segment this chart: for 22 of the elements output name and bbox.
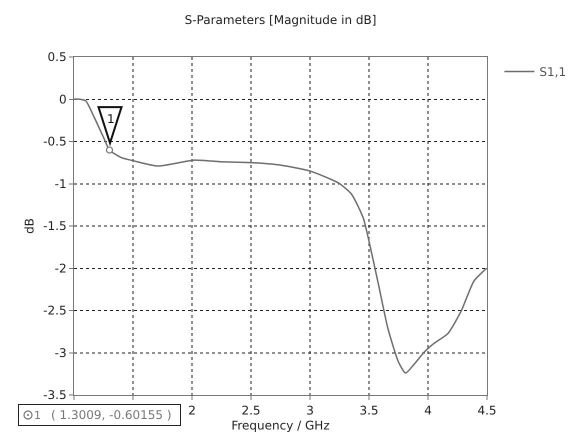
y-tick-label: 0	[58, 92, 67, 106]
x-tick-label: 4.5	[477, 403, 497, 418]
annotation: 1	[107, 112, 115, 126]
y-tick-label: -1	[54, 176, 67, 191]
x-axis-title: Frequency / GHz	[231, 418, 330, 432]
legend-label: S1,1	[539, 65, 566, 80]
y-tick-label: -3.5	[43, 388, 67, 402]
y-axis-title: dB	[22, 218, 36, 234]
y-tick-label: -2.5	[43, 304, 67, 318]
chart-title: S-Parameters [Magnitude in dB]	[184, 13, 376, 28]
x-tick-label: 2.5	[241, 403, 261, 418]
text: 1	[34, 409, 41, 422]
x-tick-label: 2	[188, 403, 196, 418]
y-tick-label: -1.5	[43, 219, 67, 234]
x-tick-label: 4	[424, 403, 432, 418]
y-tick-label: 0.5	[48, 50, 67, 64]
text: ( 1.3009, -0.60155 )	[51, 408, 172, 422]
y-tick-label: -0.5	[43, 134, 67, 149]
x-tick-label: 3.5	[359, 403, 379, 418]
y-tick-label: -2	[54, 261, 67, 276]
y-tick-label: -3	[54, 346, 67, 360]
x-tick-label: 3	[306, 403, 314, 418]
